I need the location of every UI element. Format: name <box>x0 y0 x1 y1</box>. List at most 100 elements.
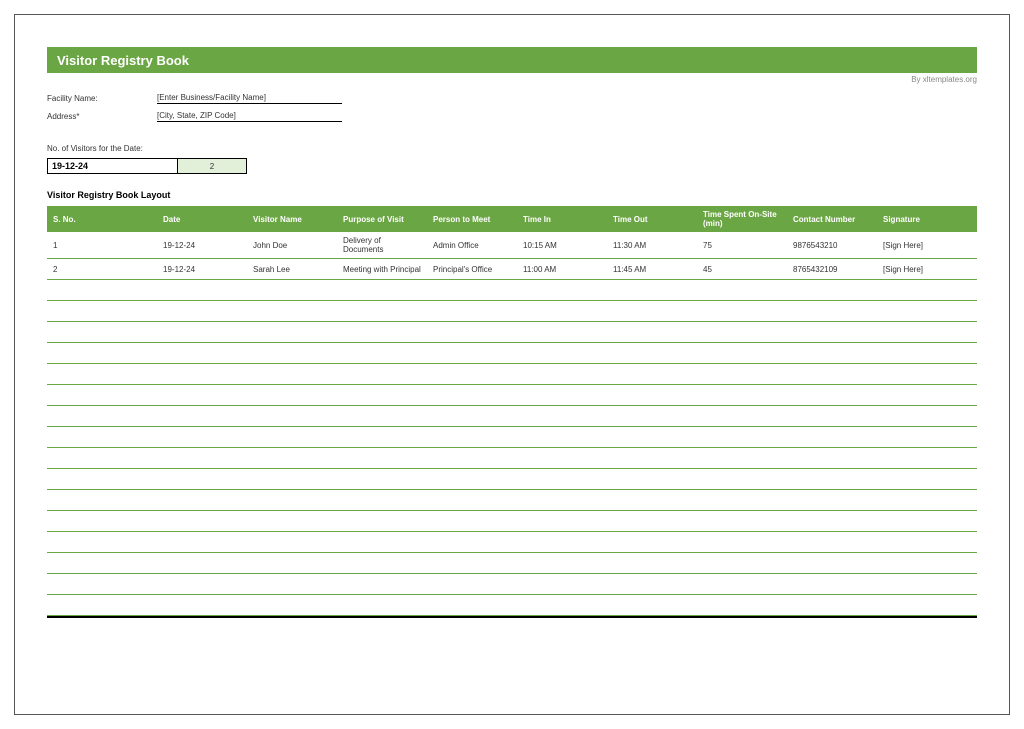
table-cell-empty[interactable] <box>517 427 607 448</box>
table-cell-empty[interactable] <box>787 574 877 595</box>
table-row-empty[interactable] <box>47 427 977 448</box>
table-cell-empty[interactable] <box>697 595 787 616</box>
table-cell-empty[interactable] <box>787 364 877 385</box>
table-cell-empty[interactable] <box>877 322 977 343</box>
table-cell-empty[interactable] <box>247 301 337 322</box>
table-cell-empty[interactable] <box>247 574 337 595</box>
table-cell-empty[interactable] <box>697 364 787 385</box>
table-cell[interactable]: 11:30 AM <box>607 232 697 259</box>
table-cell-empty[interactable] <box>877 595 977 616</box>
table-cell[interactable]: Meeting with Principal <box>337 259 427 280</box>
table-cell-empty[interactable] <box>247 490 337 511</box>
table-cell-empty[interactable] <box>337 469 427 490</box>
table-cell-empty[interactable] <box>47 427 157 448</box>
table-cell-empty[interactable] <box>157 364 247 385</box>
table-cell-empty[interactable] <box>337 532 427 553</box>
table-cell-empty[interactable] <box>697 511 787 532</box>
table-cell-empty[interactable] <box>607 490 697 511</box>
table-cell-empty[interactable] <box>247 343 337 364</box>
table-cell-empty[interactable] <box>697 280 787 301</box>
table-cell-empty[interactable] <box>607 448 697 469</box>
table-cell-empty[interactable] <box>787 553 877 574</box>
table-cell-empty[interactable] <box>157 595 247 616</box>
table-cell[interactable]: 11:45 AM <box>607 259 697 280</box>
table-cell-empty[interactable] <box>697 427 787 448</box>
table-cell-empty[interactable] <box>787 343 877 364</box>
table-cell[interactable]: [Sign Here] <box>877 259 977 280</box>
table-cell-empty[interactable] <box>427 280 517 301</box>
table-cell-empty[interactable] <box>337 301 427 322</box>
table-cell-empty[interactable] <box>517 280 607 301</box>
table-cell-empty[interactable] <box>247 532 337 553</box>
table-row-empty[interactable] <box>47 532 977 553</box>
table-cell-empty[interactable] <box>47 322 157 343</box>
table-row-empty[interactable] <box>47 385 977 406</box>
table-cell-empty[interactable] <box>787 427 877 448</box>
table-cell-empty[interactable] <box>427 553 517 574</box>
table-cell-empty[interactable] <box>607 406 697 427</box>
table-cell-empty[interactable] <box>337 322 427 343</box>
table-row-empty[interactable] <box>47 574 977 595</box>
table-cell-empty[interactable] <box>47 385 157 406</box>
table-cell-empty[interactable] <box>427 322 517 343</box>
table-cell-empty[interactable] <box>697 574 787 595</box>
table-cell-empty[interactable] <box>607 280 697 301</box>
table-cell-empty[interactable] <box>247 511 337 532</box>
table-cell-empty[interactable] <box>877 385 977 406</box>
table-row-empty[interactable] <box>47 469 977 490</box>
table-cell-empty[interactable] <box>337 448 427 469</box>
table-cell[interactable]: 45 <box>697 259 787 280</box>
table-cell-empty[interactable] <box>337 280 427 301</box>
table-cell-empty[interactable] <box>517 595 607 616</box>
table-cell[interactable]: 2 <box>47 259 157 280</box>
table-cell-empty[interactable] <box>517 448 607 469</box>
table-row-empty[interactable] <box>47 595 977 616</box>
table-cell-empty[interactable] <box>337 385 427 406</box>
table-cell-empty[interactable] <box>697 553 787 574</box>
table-cell[interactable]: [Sign Here] <box>877 232 977 259</box>
table-row-empty[interactable] <box>47 343 977 364</box>
table-cell-empty[interactable] <box>157 406 247 427</box>
table-cell-empty[interactable] <box>877 532 977 553</box>
table-cell-empty[interactable] <box>337 343 427 364</box>
table-cell-empty[interactable] <box>337 553 427 574</box>
table-cell-empty[interactable] <box>427 301 517 322</box>
table-cell-empty[interactable] <box>247 280 337 301</box>
table-cell-empty[interactable] <box>787 595 877 616</box>
table-cell[interactable]: 8765432109 <box>787 259 877 280</box>
table-cell-empty[interactable] <box>517 490 607 511</box>
table-cell-empty[interactable] <box>247 427 337 448</box>
table-cell-empty[interactable] <box>877 469 977 490</box>
table-cell-empty[interactable] <box>247 448 337 469</box>
table-cell-empty[interactable] <box>787 406 877 427</box>
table-cell-empty[interactable] <box>427 595 517 616</box>
table-cell-empty[interactable] <box>517 385 607 406</box>
table-cell-empty[interactable] <box>157 343 247 364</box>
table-cell-empty[interactable] <box>607 385 697 406</box>
table-cell-empty[interactable] <box>607 595 697 616</box>
table-cell-empty[interactable] <box>877 448 977 469</box>
table-cell-empty[interactable] <box>47 301 157 322</box>
table-cell-empty[interactable] <box>337 406 427 427</box>
table-cell-empty[interactable] <box>877 511 977 532</box>
table-cell-empty[interactable] <box>697 406 787 427</box>
table-cell-empty[interactable] <box>877 343 977 364</box>
table-cell-empty[interactable] <box>697 469 787 490</box>
table-cell-empty[interactable] <box>427 490 517 511</box>
table-cell-empty[interactable] <box>427 448 517 469</box>
table-cell-empty[interactable] <box>427 511 517 532</box>
table-cell-empty[interactable] <box>157 322 247 343</box>
table-cell-empty[interactable] <box>697 385 787 406</box>
table-row-empty[interactable] <box>47 322 977 343</box>
address-input[interactable]: [City, State, ZIP Code] <box>157 111 342 122</box>
table-cell-empty[interactable] <box>787 301 877 322</box>
table-cell-empty[interactable] <box>517 343 607 364</box>
table-cell-empty[interactable] <box>247 553 337 574</box>
table-cell-empty[interactable] <box>427 364 517 385</box>
table-cell-empty[interactable] <box>247 595 337 616</box>
table-cell-empty[interactable] <box>517 406 607 427</box>
table-cell-empty[interactable] <box>697 301 787 322</box>
table-cell-empty[interactable] <box>247 469 337 490</box>
table-cell[interactable]: 9876543210 <box>787 232 877 259</box>
table-cell-empty[interactable] <box>787 511 877 532</box>
